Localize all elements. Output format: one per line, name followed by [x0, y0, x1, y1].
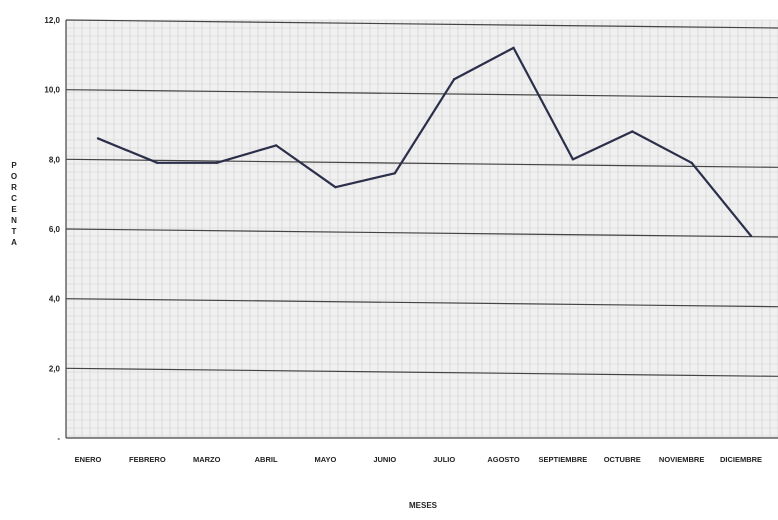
y-tick-label: - [57, 434, 60, 443]
data-point [156, 161, 159, 165]
data-point [393, 172, 397, 175]
major-gridline [65, 89, 778, 99]
data-point [631, 130, 634, 133]
y-tick-label: 12,0 [44, 16, 60, 25]
data-point [452, 78, 456, 81]
x-tick-label: JUNIO [373, 455, 396, 464]
y-tick-labels: - 2,0 4,0 6,0 8,0 10,0 12,0 [44, 16, 60, 443]
data-point [274, 144, 278, 147]
data-point [749, 234, 753, 238]
y-tick-label: 2,0 [49, 364, 61, 373]
y-tick-label: 4,0 [49, 295, 61, 304]
x-tick-label: JULIO [433, 455, 455, 464]
major-gridline [65, 298, 778, 308]
plot-area [66, 20, 778, 438]
x-tick-label: DICIEMBRE [720, 455, 762, 464]
data-point [334, 186, 337, 189]
x-tick-label: AGOSTO [487, 455, 520, 464]
x-tick-label: MAYO [315, 455, 337, 464]
data-point [571, 158, 575, 161]
x-axis-label: MESES [409, 501, 438, 510]
x-tick-label: MARZO [193, 455, 221, 464]
data-point [690, 161, 693, 165]
major-gridline [65, 158, 778, 168]
major-gridline [65, 367, 778, 377]
data-point [96, 137, 100, 140]
major-gridlines [65, 19, 778, 377]
x-tick-label: ABRIL [255, 455, 278, 464]
minor-grid [65, 19, 778, 438]
major-gridline [65, 19, 778, 29]
x-tick-label: OCTUBRE [604, 455, 641, 464]
series-group [96, 46, 753, 238]
y-tick-label: 8,0 [49, 155, 61, 164]
x-tick-labels: ENERO FEBRERO MARZO ABRIL MAYO JUNIO JULIO AGOS… [75, 455, 762, 464]
data-point [512, 46, 515, 50]
major-gridline [65, 228, 778, 238]
x-tick-label: SEPTIEMBRE [539, 455, 588, 464]
y-tick-label: 10,0 [44, 86, 60, 95]
y-tick-label: 6,0 [49, 225, 61, 234]
x-tick-label: ENERO [75, 455, 102, 464]
data-point [215, 161, 218, 165]
series-line [97, 46, 752, 237]
x-tick-label: FEBRERO [129, 455, 166, 464]
x-tick-label: NOVIEMBRE [659, 455, 704, 464]
